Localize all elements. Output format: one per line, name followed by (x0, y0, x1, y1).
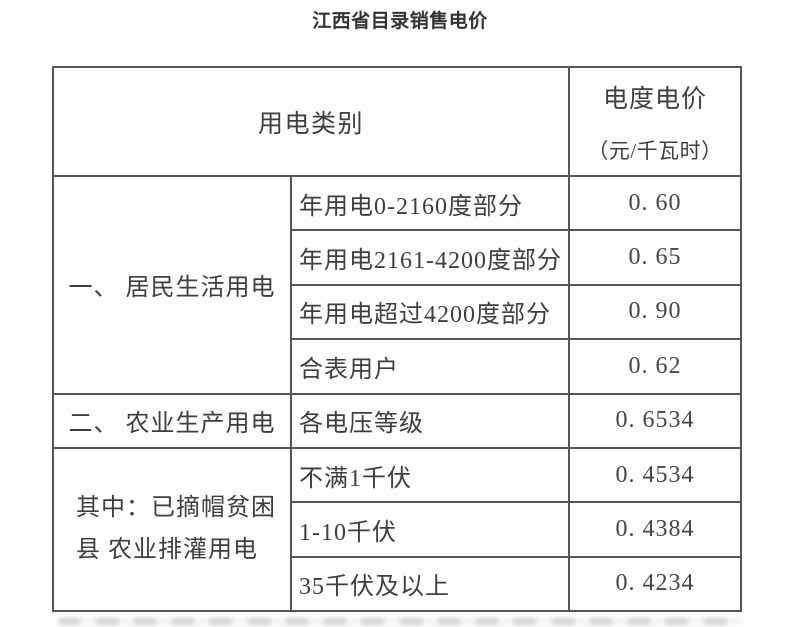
group-cell-poverty-irrigation: 其中：已摘帽贫困县 农业排灌用电 (52, 446, 292, 613)
table-row: 年用电超过4200度部分 0. 90 (53, 283, 743, 341)
price-cell: 0. 60 (568, 174, 743, 232)
header-price-unit: （元/千瓦时） (587, 138, 723, 163)
category-cell: 各电压等级 (289, 392, 571, 449)
header-category-cell: 用电类别 (51, 66, 571, 177)
table-body: 一、 居民生活用电 年用电0-2160度部分 0. 60 年用电2161-420… (52, 174, 743, 613)
price-cell: 0. 6534 (568, 392, 743, 449)
group-cell-residential: 一、 居民生活用电 (52, 175, 292, 395)
table-row: 年用电2161-4200度部分 0. 65 (53, 229, 743, 286)
electricity-price-table: 用电类别 电度电价 （元/千瓦时） 一、 居民生活用电 年用电0-2160度部分… (51, 66, 743, 613)
category-cell: 不满1千伏 (289, 446, 571, 504)
table-row: 合表用户 0. 62 (53, 338, 743, 395)
category-cell: 年用电超过4200度部分 (289, 283, 571, 341)
table-row: 1-10千伏 0. 4384 (53, 501, 743, 558)
page-title: 江西省目录销售电价 (312, 10, 488, 32)
price-cell: 0. 4534 (568, 446, 743, 504)
header-price-label: 电度电价 (603, 85, 708, 113)
category-cell: 35千伏及以上 (289, 555, 571, 613)
table-row: 二、 农业生产用电 各电压等级 0. 6534 (52, 392, 743, 449)
price-cell: 0. 4384 (568, 501, 743, 558)
category-cell: 年用电0-2160度部分 (289, 174, 571, 232)
price-cell: 0. 4234 (568, 555, 743, 613)
header-price-cell: 电度电价 （元/千瓦时） (568, 66, 743, 177)
table-row: 一、 居民生活用电 年用电0-2160度部分 0. 60 (52, 174, 743, 395)
table-header: 用电类别 电度电价 （元/千瓦时） (51, 66, 743, 177)
category-cell: 年用电2161-4200度部分 (289, 229, 571, 286)
category-cell: 合表用户 (289, 338, 571, 395)
price-cell: 0. 90 (568, 283, 743, 341)
category-cell: 1-10千伏 (289, 501, 571, 558)
group-cell-agriculture: 二、 农业生产用电 (52, 392, 292, 449)
price-cell: 0. 65 (568, 229, 743, 286)
header-row: 用电类别 电度电价 （元/千瓦时） (51, 66, 743, 177)
cropped-text-artifact (58, 618, 742, 625)
table-row: 其中：已摘帽贫困县 农业排灌用电 不满1千伏 0. 4534 (52, 446, 743, 613)
price-cell: 0. 62 (568, 338, 743, 395)
table-row: 35千伏及以上 0. 4234 (53, 555, 743, 613)
